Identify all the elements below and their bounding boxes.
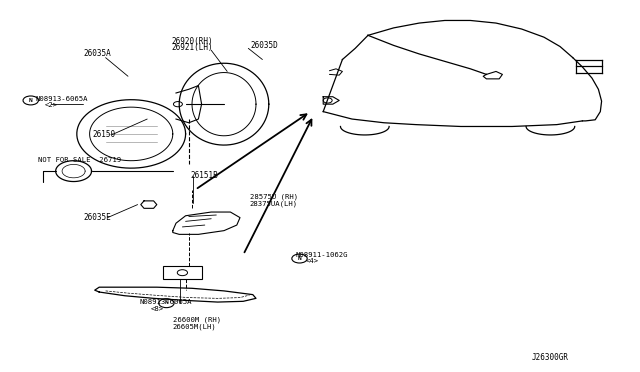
Text: 26920(RH): 26920(RH) bbox=[172, 37, 213, 46]
Text: 26605M(LH): 26605M(LH) bbox=[173, 323, 216, 330]
Text: <2>: <2> bbox=[45, 102, 58, 108]
Text: N08913-6065A: N08913-6065A bbox=[140, 299, 192, 305]
Text: N: N bbox=[164, 300, 168, 305]
Text: NOT FOR SALE  26719: NOT FOR SALE 26719 bbox=[38, 157, 122, 163]
Text: 26150: 26150 bbox=[93, 130, 116, 139]
Text: 28575U (RH): 28575U (RH) bbox=[250, 194, 298, 201]
Text: <8>: <8> bbox=[150, 306, 164, 312]
Text: <4>: <4> bbox=[306, 258, 319, 264]
Text: 26151B: 26151B bbox=[191, 171, 218, 180]
Text: N08913-6065A: N08913-6065A bbox=[35, 96, 88, 102]
Text: 26921(LH): 26921(LH) bbox=[172, 43, 213, 52]
Text: N: N bbox=[29, 97, 33, 103]
Text: N08911-1062G: N08911-1062G bbox=[296, 252, 348, 258]
Text: 26035D: 26035D bbox=[251, 41, 278, 50]
Text: 26035A: 26035A bbox=[83, 49, 111, 58]
Text: 26600M (RH): 26600M (RH) bbox=[173, 317, 221, 323]
Text: 28375UA(LH): 28375UA(LH) bbox=[250, 201, 298, 207]
Text: J26300GR: J26300GR bbox=[531, 353, 568, 362]
Text: 26035E: 26035E bbox=[83, 213, 111, 222]
Text: N: N bbox=[298, 256, 301, 261]
